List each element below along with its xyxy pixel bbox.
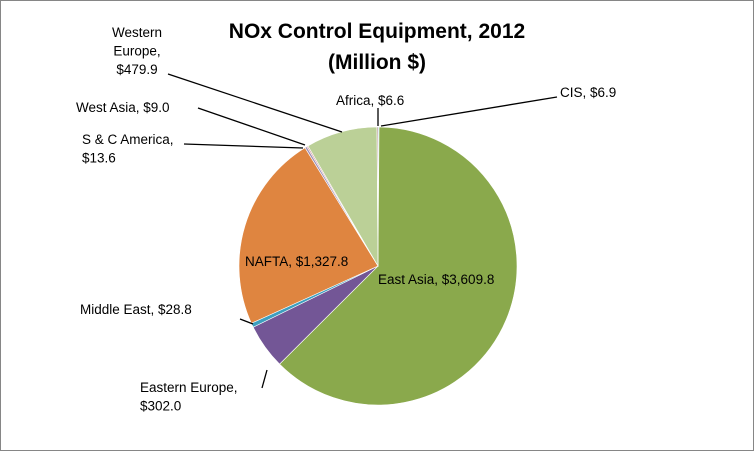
- pie-slices: [238, 126, 518, 406]
- slice-east-asia: [279, 126, 518, 406]
- data-label-middle-east: Middle East, $28.8: [80, 302, 192, 317]
- data-label-western-europe: Western Europe, $479.9: [112, 25, 162, 77]
- slice-nafta: [238, 147, 379, 324]
- leader-line-cis: [380, 96, 558, 127]
- data-label-s-and-c-america: S & C America, $13.6: [82, 132, 174, 166]
- slice-africa: [376, 126, 379, 267]
- leader-line-eastern-europe: [261, 369, 268, 389]
- chart-subtitle: (Million $): [328, 51, 426, 74]
- data-label-eastern-europe: Eastern Europe, $302.0: [140, 380, 238, 414]
- leader-line-s-and-c-america: [183, 143, 304, 149]
- leader-lines: [167, 73, 558, 389]
- chart-title: NOx Control Equipment, 2012: [229, 20, 525, 43]
- data-label-west-asia: West Asia, $9.0: [76, 100, 170, 115]
- data-labels: CIS, $6.9 East Asia, $3,609.8 Eastern Euro…: [76, 25, 616, 414]
- data-label-east-asia: East Asia, $3,609.8: [378, 272, 494, 287]
- data-label-africa: Africa, $6.6: [336, 93, 404, 108]
- leader-line-west-asia: [197, 107, 306, 146]
- data-label-nafta: NAFTA, $1,327.8: [245, 254, 348, 269]
- leader-line-middle-east: [239, 318, 254, 325]
- data-label-cis: CIS, $6.9: [560, 85, 616, 100]
- leader-line-western-europe: [167, 73, 343, 133]
